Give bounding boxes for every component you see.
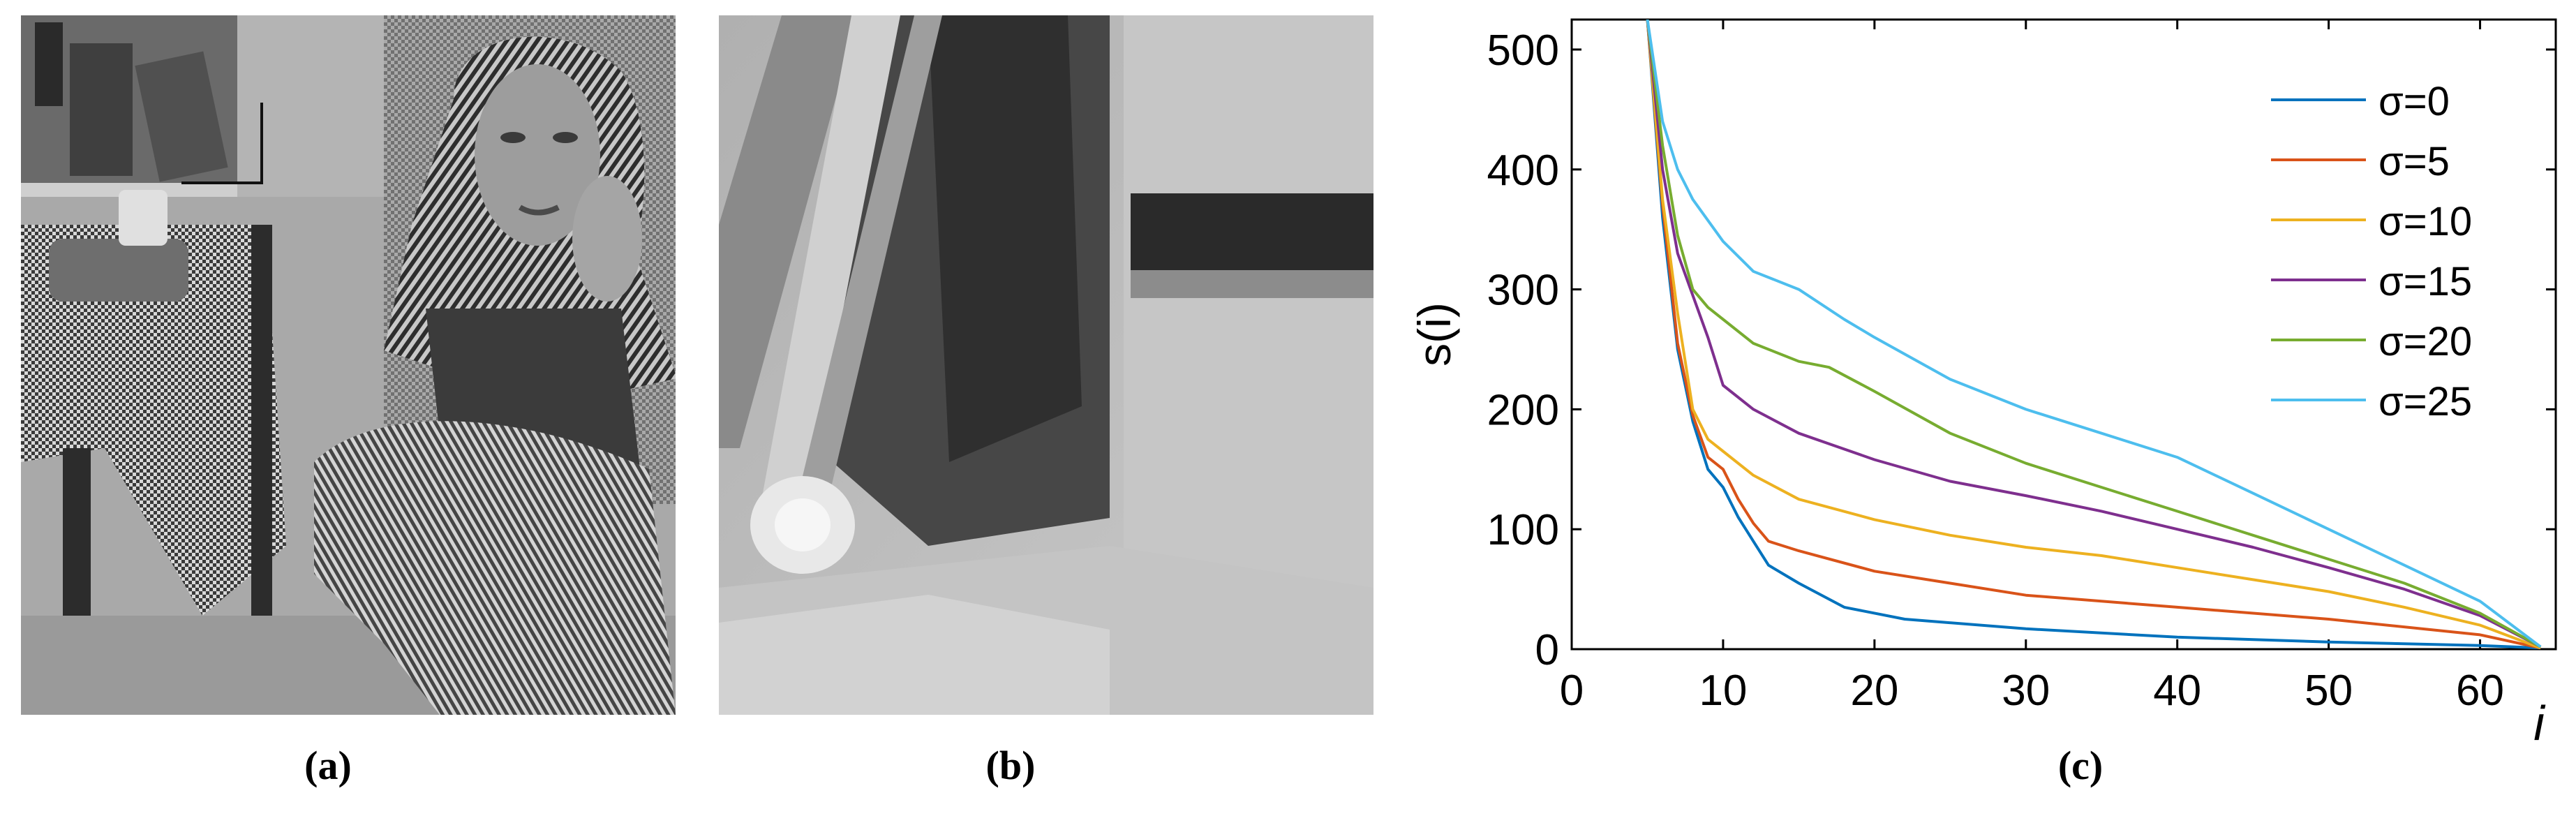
series-line-4 <box>1646 20 2542 648</box>
series-line-1 <box>1646 20 2541 649</box>
series-line-2 <box>1646 20 2542 649</box>
x-tick-label: 10 <box>1699 667 1747 715</box>
axes: 0 10 20 30 40 50 60 0 100 200 300 400 500 <box>1487 20 2556 715</box>
zoomed-patch-image <box>719 15 1373 715</box>
legend-label: σ=15 <box>2378 259 2472 304</box>
y-tick-label: 0 <box>1535 626 1559 674</box>
y-tick-label: 400 <box>1487 147 1559 195</box>
barbara-image <box>21 15 676 715</box>
legend-label: σ=10 <box>2378 199 2472 244</box>
y-tick-label: 100 <box>1487 506 1559 554</box>
caption-a: (a) <box>304 743 352 788</box>
y-tick-label: 300 <box>1487 267 1559 315</box>
caption-c: (c) <box>2057 743 2104 788</box>
legend-label: σ=0 <box>2378 79 2450 124</box>
legend: σ=0 σ=5 σ=10 σ=15 σ=20 σ=25 <box>2271 79 2472 424</box>
x-tick-label: 30 <box>2002 667 2050 715</box>
series-line-5 <box>1646 20 2542 648</box>
legend-label: σ=20 <box>2378 319 2472 364</box>
series-group <box>1646 20 2542 649</box>
x-tick-label: 0 <box>1560 667 1584 715</box>
x-tick-label: 50 <box>2305 667 2353 715</box>
y-tick-label: 200 <box>1487 386 1559 434</box>
plot-frame <box>1570 18 2557 651</box>
x-tick-label: 60 <box>2456 667 2504 715</box>
panel-c-chart: 0 10 20 30 40 50 60 0 100 200 300 400 500 σ=0 σ=5 σ=10… <box>1389 0 2576 813</box>
panel-a-photo <box>21 15 676 715</box>
panel-b-zoomed-patch <box>719 15 1373 715</box>
x-axis-label: i <box>2533 696 2546 750</box>
caption-b: (b) <box>985 743 1036 788</box>
series-line-3 <box>1646 20 2542 648</box>
y-tick-label: 500 <box>1487 27 1559 75</box>
x-tick-label: 20 <box>1850 667 1898 715</box>
legend-label: σ=5 <box>2378 139 2450 184</box>
y-axis-label: s(i) <box>1408 302 1460 366</box>
singular-value-chart: 0 10 20 30 40 50 60 0 100 200 300 400 500 σ=0 σ=5 σ=10… <box>1408 18 2557 750</box>
x-tick-label: 40 <box>2153 667 2201 715</box>
legend-label: σ=25 <box>2378 379 2472 424</box>
